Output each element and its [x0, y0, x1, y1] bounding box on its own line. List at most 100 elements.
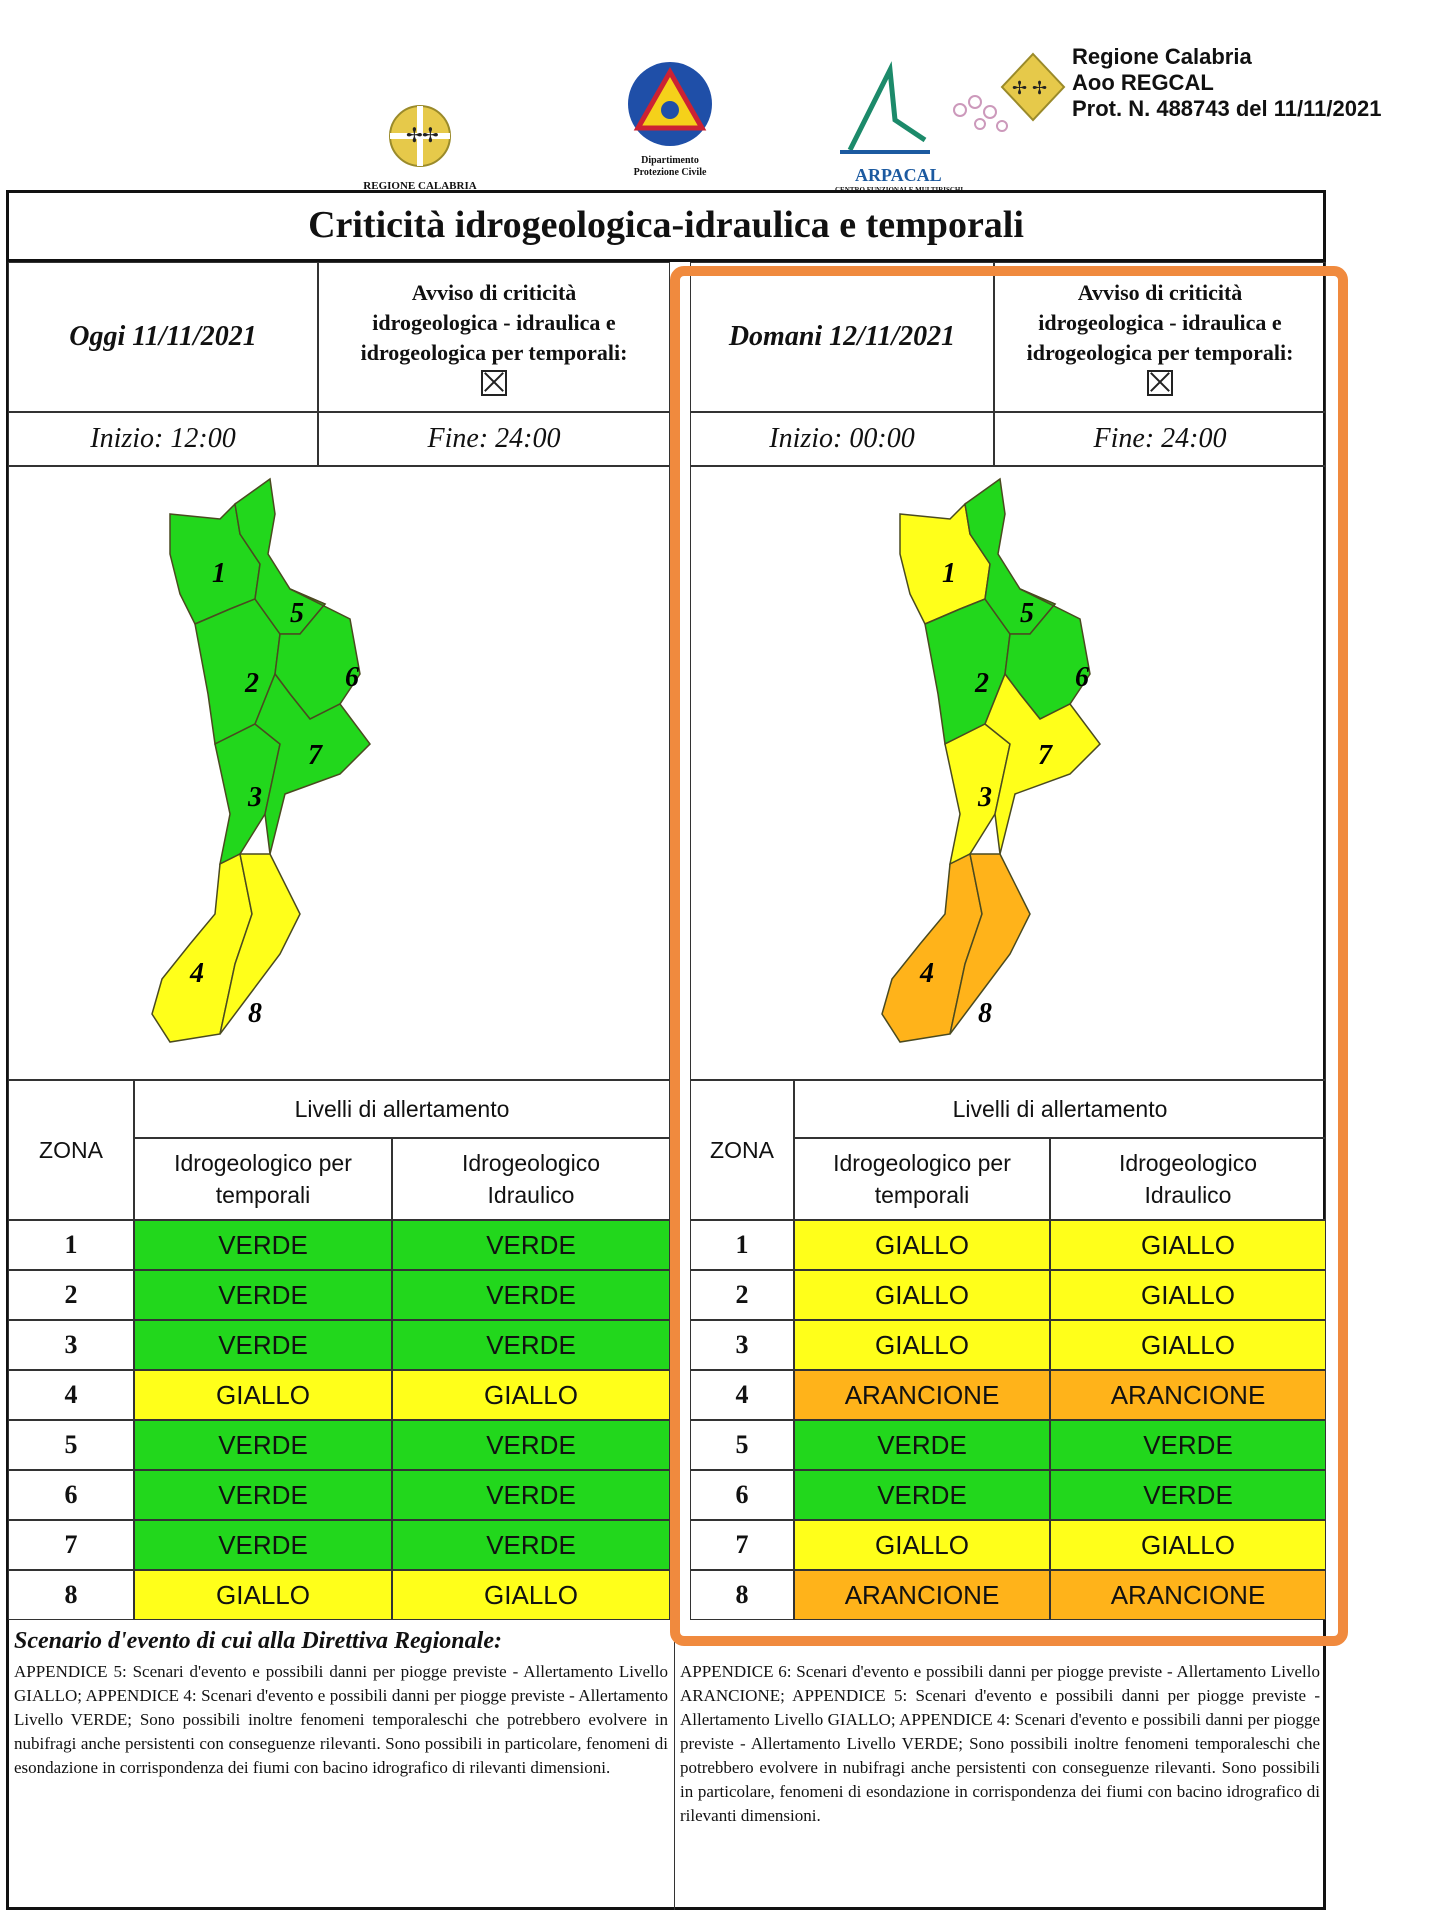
today-col-temporali-header: Idrogeologico per temporali: [134, 1138, 392, 1220]
today-col-temporali-line-2: temporali: [215, 1182, 311, 1208]
tomorrow-zone-5-idraulico-level: VERDE: [1050, 1420, 1326, 1470]
tomorrow-highlight-frame: [670, 266, 1348, 1646]
today-zona-header: ZONA: [8, 1080, 134, 1220]
regione-emblem-small-icon: ✢ ✢: [1000, 52, 1066, 122]
tomorrow-start: Inizio: 00:00: [690, 412, 994, 466]
today-map-zone-5-label: 5: [290, 598, 304, 629]
tomorrow-zone-7-temporali-level: GIALLO: [794, 1520, 1050, 1570]
arpacal-logo-label: ARPACAL: [855, 165, 942, 185]
today-map-zone-8: [219, 853, 301, 1035]
tomorrow-zone-3-label: 3: [690, 1320, 794, 1370]
today-zone-5-label: 5: [8, 1420, 134, 1470]
tomorrow-zone-4-temporali-level: ARANCIONE: [794, 1370, 1050, 1420]
protocol-line-2: Aoo REGCAL: [1072, 70, 1214, 95]
tomorrow-map-zone-3-label: 3: [977, 782, 992, 813]
today-col-idraulico-line-2: Idraulico: [487, 1182, 575, 1208]
today-livelli-header: Livelli di allertamento: [134, 1080, 670, 1138]
tomorrow-avviso-line-1: Avviso di criticità: [1077, 280, 1243, 305]
today-start: Inizio: 12:00: [8, 412, 318, 466]
today-zone-2-idraulico-level: VERDE: [392, 1270, 670, 1320]
tomorrow-map-zone-1-label: 1: [942, 558, 956, 589]
protocol-line-1: Regione Calabria: [1072, 44, 1252, 69]
today-avviso-line-1: Avviso di criticità: [411, 280, 577, 305]
today-zone-1-idraulico-level: VERDE: [392, 1220, 670, 1270]
today-map-zone-8-label: 8: [248, 998, 262, 1029]
scenario-left-text: APPENDICE 5: Scenari d'evento e possibil…: [14, 1662, 668, 1777]
protocol-line-3: Prot. N. 488743 del 11/11/2021: [1072, 96, 1382, 121]
tomorrow-map-panel: [690, 466, 1326, 1080]
today-map-zone-4: [151, 852, 253, 1043]
today-avviso-line-3: idrogeologica per temporali:: [360, 340, 628, 365]
tomorrow-col-temporali-header: Idrogeologico per temporali: [794, 1138, 1050, 1220]
today-zone-3-idraulico-level: VERDE: [392, 1320, 670, 1370]
tomorrow-zone-7-label: 7: [690, 1520, 794, 1570]
today-zone-8-label: 8: [8, 1570, 134, 1620]
today-end: Fine: 24:00: [318, 412, 670, 466]
tomorrow-date: Domani 12/11/2021: [690, 262, 994, 412]
today-zone-4-label: 4: [8, 1370, 134, 1420]
tomorrow-zone-8-label: 8: [690, 1570, 794, 1620]
today-zone-7-idraulico-level: VERDE: [392, 1520, 670, 1570]
tomorrow-map-zone-4-label: 4: [919, 958, 934, 989]
tomorrow-map-zone-2-label: 2: [974, 668, 989, 699]
regione-logo-label: REGIONE CALABRIA: [363, 180, 477, 192]
tomorrow-map-zone-5-label: 5: [1020, 598, 1034, 629]
arpacal-emblem-icon: [840, 61, 1008, 154]
tomorrow-map-zone-8: [949, 853, 1031, 1035]
today-zone-6-label: 6: [8, 1470, 134, 1520]
today-zone-6-temporali-level: VERDE: [134, 1470, 392, 1520]
today-zone-2-temporali-level: VERDE: [134, 1270, 392, 1320]
tomorrow-zone-6-temporali-level: VERDE: [794, 1470, 1050, 1520]
tomorrow-avviso: Avviso di criticità idrogeologica - idra…: [994, 262, 1326, 412]
today-avviso-checkbox-icon: [481, 370, 507, 396]
today-zone-7-label: 7: [8, 1520, 134, 1570]
tomorrow-map-zone-6-label: 6: [1075, 662, 1089, 693]
tomorrow-zone-4-idraulico-level: ARANCIONE: [1050, 1370, 1326, 1420]
protezione-civile-emblem-icon: [628, 62, 712, 146]
bulletin-frame: [6, 190, 1326, 1910]
tomorrow-zone-1-idraulico-level: GIALLO: [1050, 1220, 1326, 1270]
tomorrow-col-idraulico-line-2: Idraulico: [1144, 1182, 1232, 1208]
tomorrow-zone-2-temporali-level: GIALLO: [794, 1270, 1050, 1320]
today-col-idraulico-header: Idrogeologico Idraulico: [392, 1138, 670, 1220]
today-map-zone-7: [254, 672, 371, 855]
svg-text:✢: ✢: [1012, 78, 1027, 99]
tomorrow-map-zone-8-label: 8: [978, 998, 992, 1029]
today-map-zone-7-label: 7: [308, 740, 323, 771]
today-zone-1-label: 1: [8, 1220, 134, 1270]
tomorrow-avviso-checkbox-icon: [1147, 370, 1173, 396]
tomorrow-map-zone-7-label: 7: [1038, 740, 1053, 771]
today-avviso: Avviso di criticità idrogeologica - idra…: [318, 262, 670, 412]
bulletin-title: Criticità idrogeologica-idraulica e temp…: [6, 190, 1326, 262]
svg-text:✢: ✢: [1032, 78, 1047, 99]
today-map-zone-6-label: 6: [345, 662, 359, 693]
tomorrow-zone-6-label: 6: [690, 1470, 794, 1520]
tomorrow-zona-header: ZONA: [690, 1080, 794, 1220]
tomorrow-avviso-line-3: idrogeologica per temporali:: [1026, 340, 1294, 365]
regione-calabria-logo: ✢ ✢ REGIONE CALABRIA: [350, 100, 490, 192]
tomorrow-zone-4-label: 4: [690, 1370, 794, 1420]
today-map-zone-1-label: 1: [212, 558, 226, 589]
today-zone-2-label: 2: [8, 1270, 134, 1320]
today-map-zone-4-label: 4: [189, 958, 204, 989]
protezione-civile-logo: Dipartimento Protezione Civile: [610, 58, 730, 188]
svg-text:✢: ✢: [406, 123, 423, 147]
scenario-title: Scenario d'evento di cui alla Direttiva …: [14, 1628, 502, 1654]
tomorrow-map-zone-7: [984, 672, 1101, 855]
tomorrow-zone-5-label: 5: [690, 1420, 794, 1470]
tomorrow-col-temporali-line-2: temporali: [874, 1182, 970, 1208]
tomorrow-zone-5-temporali-level: VERDE: [794, 1420, 1050, 1470]
protezione-logo-label-2: Protezione Civile: [633, 167, 707, 178]
today-map-zone-2-label: 2: [244, 668, 259, 699]
today-map-zone-3-label: 3: [247, 782, 262, 813]
today-zone-4-temporali-level: GIALLO: [134, 1370, 392, 1420]
tomorrow-zone-1-temporali-level: GIALLO: [794, 1220, 1050, 1270]
today-date: Oggi 11/11/2021: [8, 262, 318, 412]
today-zone-7-temporali-level: VERDE: [134, 1520, 392, 1570]
today-zone-map: 1 2 3 4 5 6 7 8: [151, 477, 371, 1043]
today-zone-6-idraulico-level: VERDE: [392, 1470, 670, 1520]
tomorrow-col-idraulico-header: Idrogeologico Idraulico: [1050, 1138, 1326, 1220]
scenario-divider: [674, 1620, 675, 1910]
tomorrow-zone-3-temporali-level: GIALLO: [794, 1320, 1050, 1370]
tomorrow-avviso-line-2: idrogeologica - idraulica e: [1038, 310, 1282, 335]
